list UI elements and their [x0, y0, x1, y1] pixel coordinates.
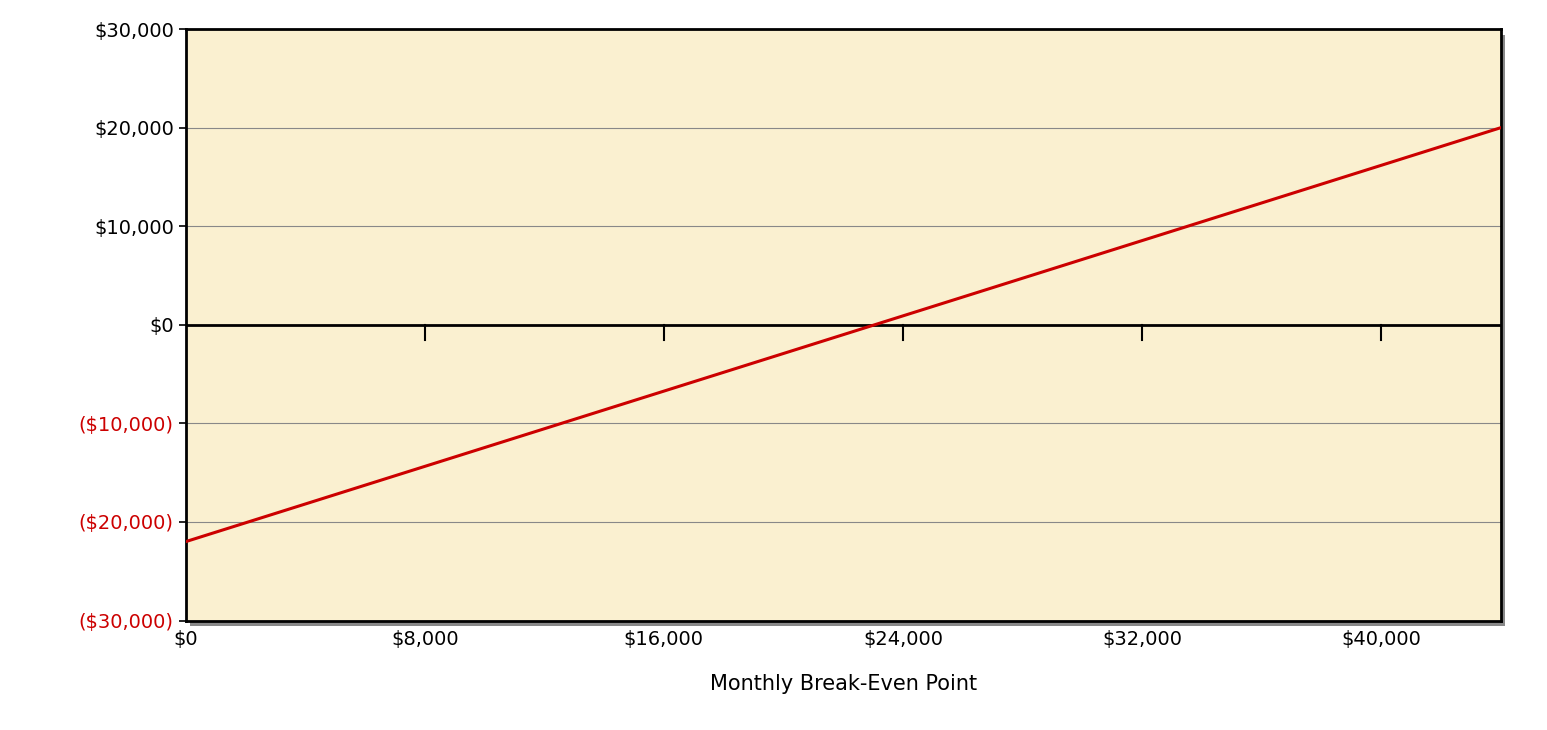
X-axis label: Monthly Break-Even Point: Monthly Break-Even Point — [710, 675, 976, 694]
